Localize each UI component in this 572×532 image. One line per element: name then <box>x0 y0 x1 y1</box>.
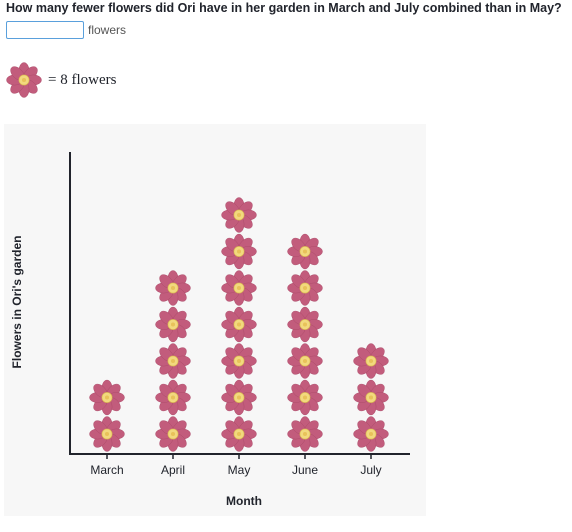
answer-input[interactable] <box>6 21 84 39</box>
key-unit: flowers <box>71 71 117 88</box>
pictograph-key: = 8 flowers <box>6 62 116 98</box>
key-value: 8 <box>60 71 68 88</box>
flower-mark-may-6 <box>221 233 257 270</box>
flower-mark-july-2 <box>353 379 389 416</box>
x-tick-label-april: April <box>161 463 185 477</box>
key-flower-mark <box>6 62 42 98</box>
y-axis-label: Flowers in Ori's garden <box>10 236 24 369</box>
x-tick-label-march: March <box>90 463 123 477</box>
x-tick-label-may: May <box>228 463 251 477</box>
flower-mark-april-3 <box>155 343 191 379</box>
chart-svg: March April May June July Month Flowers in Ori… <box>4 124 426 516</box>
x-axis-label: Month <box>226 494 262 508</box>
flower-mark-june-4 <box>287 306 323 343</box>
answer-row: flowers <box>6 20 126 40</box>
flower-mark-may-3 <box>221 343 257 379</box>
flower-mark-june-2 <box>287 379 323 416</box>
flower-mark-june-5 <box>287 270 323 306</box>
flower-mark-june-1 <box>287 416 323 452</box>
flower-mark-may-1 <box>221 416 257 452</box>
flower-mark-april-1 <box>155 416 191 452</box>
answer-unit-label: flowers <box>88 23 127 37</box>
flower-mark-march-2 <box>89 379 125 416</box>
chart-background <box>4 124 426 516</box>
flower-mark-april-5 <box>155 270 191 306</box>
flower-mark-july-3 <box>353 343 389 379</box>
flower-mark-june-3 <box>287 343 323 379</box>
x-tick-label-june: June <box>292 463 318 477</box>
key-equals: = <box>48 71 57 88</box>
flower-mark-may-2 <box>221 379 257 416</box>
flower-mark-april-4 <box>155 306 191 343</box>
flower-mark-april-2 <box>155 379 191 416</box>
flower-mark-may-4 <box>221 306 257 343</box>
question-text: How many fewer flowers did Ori have in h… <box>6 1 562 15</box>
x-tick-label-july: July <box>360 463 381 477</box>
key-text: = 8 flowers <box>48 72 116 89</box>
flower-mark-march-1 <box>89 416 125 452</box>
flower-icon <box>6 62 42 98</box>
flower-mark-may-5 <box>221 270 257 306</box>
flower-mark-june-6 <box>287 233 323 270</box>
flower-mark-july-1 <box>353 416 389 452</box>
flower-mark-may-7 <box>221 197 257 233</box>
pictograph-chart: March April May June July Month Flowers in Ori… <box>4 124 426 521</box>
